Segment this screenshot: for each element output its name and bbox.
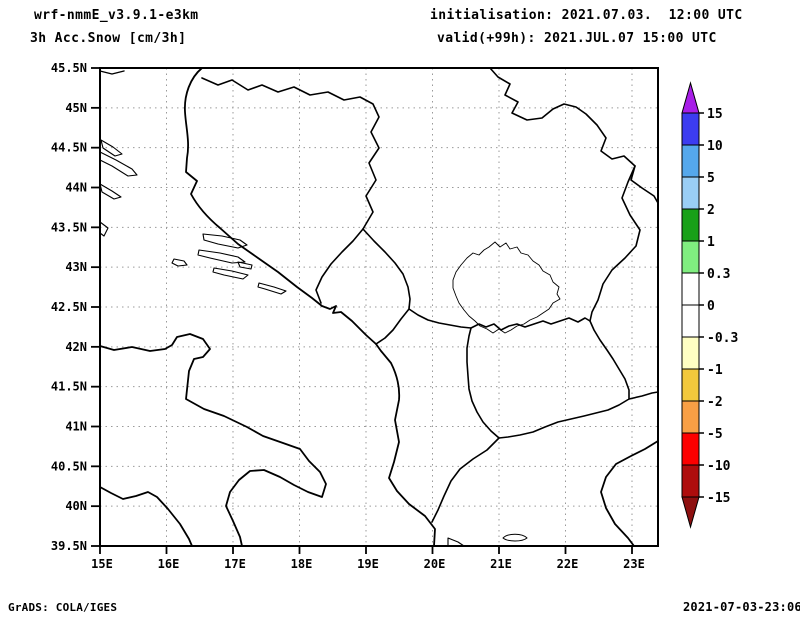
x-axis-label: 15E [91,557,113,571]
colorbar-level-label: -2 [707,395,723,410]
italy-tyrrhenian-coastline-path [100,487,192,546]
coastal-lagoon-path [503,534,527,541]
colorbar-level-label: -5 [707,427,723,442]
albania-greece-border-path [432,438,499,522]
colorbar-level-label: 0.3 [707,267,730,282]
y-axis-label: 44N [65,181,87,195]
colorbar-segment [681,368,700,402]
valid-time-label: valid(+99h): 2021.JUL.07 15:00 UTC [437,31,717,46]
colorbar-level-label: 0 [707,299,715,314]
colorbar-segment [681,176,700,210]
colorbar-segment [681,240,700,274]
east-adriatic-coastline-path [185,68,435,546]
x-axis-label: 16E [158,557,180,571]
colorbar-segment [681,272,700,306]
colorbar-under-arrow [682,497,699,527]
y-axis-label: 45N [65,101,87,115]
colorbar-segment [681,400,700,434]
danube-serbia-romania-border-path [490,68,658,203]
istria-coast-fragment-path [100,71,124,74]
y-axis-label: 42N [65,340,87,354]
x-axis-label: 22E [557,557,579,571]
colorbar-over-arrow [682,83,699,113]
grads-credit: GrADS: COLA/IGES [8,601,118,614]
colorbar-level-label: -0.3 [707,331,738,346]
coastline-border-layer [100,68,658,546]
colorbar-segment [681,432,700,466]
y-axis-label: 39.5N [51,539,87,553]
colorbar-level-label: 2 [707,203,715,218]
colorbar-level-label: -1 [707,363,723,378]
x-axis-label: 23E [623,557,645,571]
colorbar-segment [681,336,700,370]
sava-drina-border-path [202,78,379,229]
bulgaria-greece-border-path [629,392,658,399]
colorbar-level-label: 10 [707,139,723,154]
axis-tick-layer [91,67,633,554]
colorbar-segment [681,304,700,338]
colorbar: 15 10 5 2 1 0.3 0 -0.3 -1 -2 -5 -10 -15 [682,83,738,527]
colorbar-segment [681,208,700,242]
y-axis-label: 40N [65,499,87,513]
field-title: 3h Acc.Snow [cm/3h] [30,31,187,46]
macedonia-border-path [467,318,629,438]
colorbar-segment [681,144,700,178]
x-axis-label: 21E [490,557,512,571]
corfu-island-path [448,538,464,546]
colorbar-level-label: 15 [707,107,723,122]
x-axis-label: 18E [291,557,313,571]
y-axis-label: 44.5N [51,141,87,155]
x-axis-label: 19E [357,557,379,571]
italy-adriatic-coastline-path [100,334,326,546]
greece-aegean-coastline-path [601,441,658,546]
init-time-label: initialisation: 2021.07.03. 12:00 UTC [430,8,743,23]
serbia-bulgaria-border-path [590,166,640,321]
y-axis-label: 42.5N [51,300,87,314]
serbia-montenegro-albania-border-path [363,229,471,328]
y-axis-label: 41N [65,420,87,434]
colorbar-segment [681,464,700,498]
x-axis-label: 20E [424,557,446,571]
axis-label-layer: 45.5N 45N 44.5N 44N 43.5N 43N 42.5N 42N 41.5N 41N… [51,61,645,571]
render-timestamp: 2021-07-03-23:06 [683,600,800,614]
croatia-islands-path [100,140,286,294]
kosovo-outline-path [453,242,560,333]
y-axis-label: 40.5N [51,459,87,473]
y-axis-label: 45.5N [51,61,87,75]
model-title: wrf-nmmE_v3.9.1-e3km [34,8,199,23]
colorbar-level-label: -10 [707,459,731,474]
y-axis-label: 41.5N [51,380,87,394]
y-axis-label: 43.5N [51,220,87,234]
colorbar-level-label: -15 [707,491,730,506]
x-axis-label: 17E [224,557,246,571]
montenegro-albania-border-path [376,309,409,344]
colorbar-segment [681,112,700,146]
colorbar-level-label: 5 [707,171,715,186]
gridline-layer [100,68,658,546]
y-axis-label: 43N [65,260,87,274]
bosnia-montenegro-border-path [316,229,363,303]
colorbar-level-label: 1 [707,235,715,250]
